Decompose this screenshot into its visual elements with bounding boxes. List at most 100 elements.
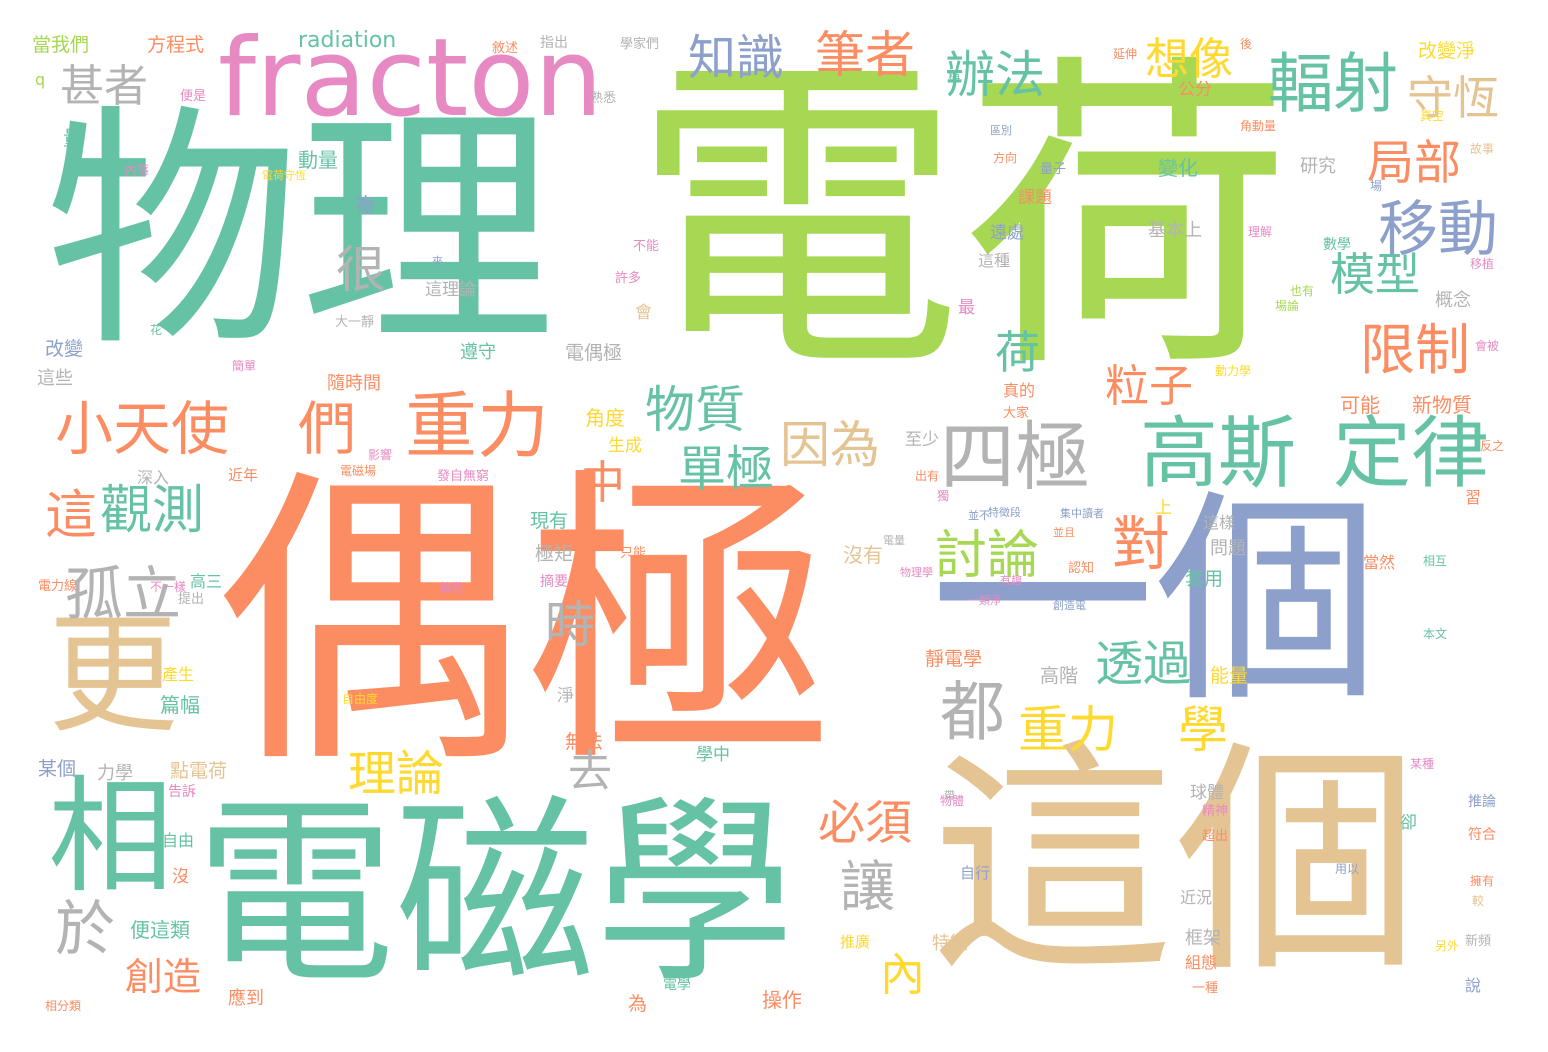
cloud-word: 場 <box>1370 179 1383 193</box>
cloud-word: 大家 <box>1003 406 1030 421</box>
cloud-word: 便這類 <box>130 918 190 942</box>
cloud-word: 內落 <box>125 163 150 177</box>
cloud-word: 許多 <box>615 271 642 286</box>
cloud-word: 熟悉 <box>590 91 617 106</box>
cloud-word: 最 <box>958 298 975 318</box>
cloud-word: 產生 <box>162 665 195 684</box>
cloud-word: 擴散 <box>440 581 465 595</box>
cloud-word: 移植 <box>1470 257 1495 271</box>
cloud-word: 課題 <box>1018 188 1052 208</box>
cloud-word: 物體 <box>940 794 965 808</box>
cloud-word: 特徵 <box>932 933 968 954</box>
cloud-word: 物質 <box>645 381 745 439</box>
cloud-word: 習 <box>1465 488 1482 507</box>
cloud-word: 去 <box>568 746 612 797</box>
cloud-word: 守恆 <box>1407 71 1499 125</box>
cloud-word: 精神 <box>1202 804 1229 819</box>
cloud-word: 敘述 <box>492 41 519 56</box>
cloud-word: 延伸 <box>1113 47 1138 61</box>
cloud-word: 學家們 <box>620 37 660 52</box>
cloud-word: 小天使 <box>55 395 230 463</box>
cloud-word: 不能 <box>633 239 660 254</box>
cloud-word: 創造 <box>125 955 202 999</box>
cloud-word: 真空 <box>1420 109 1445 123</box>
cloud-word: 四極 <box>940 413 1091 501</box>
cloud-word: 提出 <box>178 592 205 607</box>
cloud-word: 推論 <box>1468 794 1496 810</box>
cloud-word: 輻射 <box>1268 47 1399 122</box>
cloud-word: 學 <box>1178 701 1228 759</box>
cloud-word: 極矩 <box>535 543 574 565</box>
cloud-word: 相 <box>48 765 173 910</box>
cloud-word: 只能 <box>620 546 647 561</box>
cloud-word: 自由 <box>162 831 195 850</box>
cloud-word: 來 <box>432 255 443 268</box>
cloud-word: 超出 <box>1202 829 1229 844</box>
cloud-word: 電磁學 <box>195 778 796 1011</box>
cloud-word: 並不 <box>968 509 990 522</box>
cloud-word: 當然 <box>1363 553 1396 572</box>
cloud-word: 推廣 <box>840 933 871 951</box>
cloud-word: 靜電學 <box>925 648 983 670</box>
cloud-word: 擁有 <box>1470 874 1495 888</box>
cloud-word: 高三 <box>190 572 223 591</box>
cloud-word: 相互 <box>1423 554 1448 568</box>
cloud-word: 理論 <box>348 746 445 802</box>
cloud-word: 反之 <box>1480 439 1505 453</box>
cloud-word: 電偶極 <box>565 342 623 364</box>
cloud-word: 特徵段 <box>988 506 1021 519</box>
cloud-word: 電量 <box>883 534 905 547</box>
cloud-word: 電學 <box>663 977 691 993</box>
cloud-word: 大一靜 <box>335 315 375 330</box>
cloud-word: 讓 <box>840 855 896 919</box>
cloud-word: 局部 <box>1367 136 1461 191</box>
cloud-word: 透過 <box>1095 636 1192 692</box>
cloud-word: 討論 <box>935 526 1040 586</box>
cloud-word: 說 <box>1465 976 1482 995</box>
cloud-word: 變化 <box>1158 156 1198 180</box>
cloud-word: 也有 <box>1290 284 1315 298</box>
cloud-word: 這些 <box>37 368 73 389</box>
cloud-word: radiation <box>298 28 397 53</box>
cloud-word: 限制 <box>1360 318 1471 382</box>
cloud-word: 電磁場 <box>340 464 377 478</box>
cloud-word: 重力 <box>405 384 550 468</box>
cloud-word: 角度 <box>585 406 625 430</box>
cloud-word: 甚者 <box>60 61 148 112</box>
cloud-word: 單極 <box>678 441 775 497</box>
cloud-word: 上 <box>1155 498 1172 518</box>
cloud-word: 物理學 <box>900 566 933 579</box>
cloud-word: 花 <box>150 323 163 337</box>
cloud-word: 至少 <box>905 430 939 450</box>
cloud-word: 量 <box>63 126 83 150</box>
cloud-word: 組態 <box>1185 953 1218 972</box>
cloud-word: 創造電 <box>1053 599 1086 612</box>
cloud-word: 集中讀者 <box>1060 507 1104 520</box>
cloud-word: 深入 <box>137 468 170 487</box>
cloud-word: 量子 <box>1040 162 1067 177</box>
cloud-word: 有趣 <box>1000 574 1022 587</box>
cloud-word: 生成 <box>608 436 642 456</box>
cloud-word: 必須 <box>818 796 912 851</box>
cloud-word: 電力線 <box>38 579 78 594</box>
cloud-word: 一類淨 <box>968 594 1001 607</box>
cloud-word: 真的 <box>1003 381 1036 400</box>
cloud-word: 基本上 <box>1148 220 1202 241</box>
cloud-word: 重力 <box>1018 701 1118 759</box>
cloud-word: 隨時間 <box>327 373 381 394</box>
cloud-word: 後 <box>1240 37 1253 51</box>
cloud-word: 近況 <box>1180 888 1213 907</box>
cloud-word: 方向 <box>993 151 1018 165</box>
cloud-word: 這 <box>45 486 98 546</box>
cloud-word: 簡單 <box>232 359 257 373</box>
cloud-word: 偶極 <box>215 444 835 805</box>
cloud-word: 指出 <box>540 35 568 51</box>
cloud-word: 當我們 <box>32 34 90 56</box>
cloud-word: 篇幅 <box>160 693 200 717</box>
cloud-word: 出有 <box>915 469 940 483</box>
cloud-word: 符合 <box>1468 827 1496 843</box>
cloud-word: fracton <box>218 16 603 141</box>
cloud-word: 應到 <box>228 988 264 1009</box>
cloud-word: 為 <box>628 993 648 1015</box>
